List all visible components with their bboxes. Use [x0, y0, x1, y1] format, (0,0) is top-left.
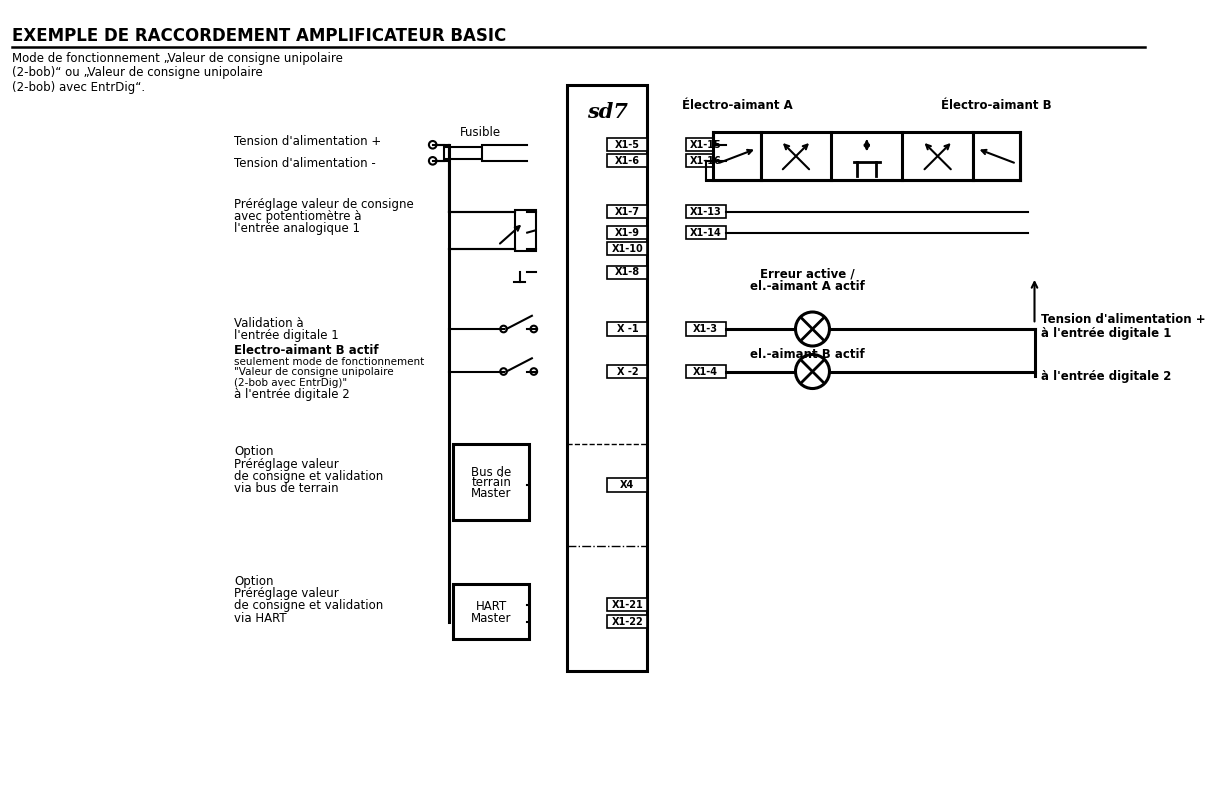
- Text: l'entrée analogique 1: l'entrée analogique 1: [234, 223, 360, 235]
- Text: Mode de fonctionnement „Valeur de consigne unipolaire: Mode de fonctionnement „Valeur de consig…: [12, 52, 343, 65]
- Text: X1-9: X1-9: [614, 227, 640, 238]
- Text: X1-8: X1-8: [614, 267, 640, 277]
- Text: via bus de terrain: via bus de terrain: [234, 483, 339, 495]
- Text: X1-6: X1-6: [614, 156, 640, 166]
- Text: Préréglage valeur: Préréglage valeur: [234, 587, 339, 600]
- Text: Électro-aimant A: Électro-aimant A: [682, 99, 792, 112]
- Bar: [685, 138, 726, 151]
- Bar: [607, 266, 647, 279]
- Text: à l'entrée digitale 1: à l'entrée digitale 1: [1042, 328, 1171, 340]
- Text: X1-3: X1-3: [693, 324, 718, 334]
- Text: X -2: X -2: [617, 366, 638, 377]
- Bar: [607, 615, 647, 629]
- Bar: [607, 365, 647, 378]
- Text: Validation à: Validation à: [234, 317, 304, 330]
- Bar: [760, 133, 973, 180]
- Text: el.-aimant A actif: el.-aimant A actif: [750, 280, 865, 293]
- Bar: [444, 146, 482, 159]
- Bar: [515, 210, 536, 250]
- Bar: [685, 154, 726, 168]
- Text: Tension d'alimentation +: Tension d'alimentation +: [234, 135, 382, 149]
- Bar: [685, 323, 726, 335]
- Bar: [607, 242, 647, 255]
- Text: l'entrée digitale 1: l'entrée digitale 1: [234, 329, 339, 342]
- Text: Electro-aimant B actif: Electro-aimant B actif: [234, 344, 379, 357]
- Text: X1-10: X1-10: [612, 244, 643, 254]
- Text: à l'entrée digitale 2: à l'entrée digitale 2: [1042, 370, 1171, 382]
- Text: "Valeur de consigne unipolaire: "Valeur de consigne unipolaire: [234, 367, 394, 378]
- Text: X -1: X -1: [617, 324, 638, 334]
- Text: X1-14: X1-14: [690, 227, 722, 238]
- Text: Master: Master: [471, 611, 512, 625]
- Text: Bus de: Bus de: [471, 466, 512, 479]
- Text: Option: Option: [234, 575, 274, 588]
- Text: X1-15: X1-15: [690, 140, 722, 149]
- Text: Master: Master: [471, 487, 512, 500]
- Bar: [607, 323, 647, 335]
- Bar: [685, 205, 726, 219]
- Text: X1-22: X1-22: [612, 617, 643, 627]
- Bar: [607, 599, 647, 611]
- Text: Fusible: Fusible: [460, 126, 502, 138]
- Bar: [607, 138, 647, 151]
- Text: Tension d'alimentation +: Tension d'alimentation +: [1042, 313, 1206, 326]
- Bar: [567, 85, 647, 671]
- Text: X4: X4: [621, 480, 634, 490]
- Text: (2-bob avec EntrDig)": (2-bob avec EntrDig)": [234, 378, 348, 388]
- Text: (2-bob) avec EntrDig“.: (2-bob) avec EntrDig“.: [12, 80, 146, 94]
- Text: X1-21: X1-21: [612, 600, 643, 610]
- Bar: [607, 205, 647, 219]
- Text: via HART: via HART: [234, 611, 286, 625]
- Text: X1-5: X1-5: [614, 140, 640, 149]
- Text: à l'entrée digitale 2: à l'entrée digitale 2: [234, 388, 350, 401]
- Text: terrain: terrain: [471, 476, 512, 490]
- Text: Préréglage valeur de consigne: Préréglage valeur de consigne: [234, 198, 414, 211]
- Text: X1-16: X1-16: [690, 156, 722, 166]
- Text: de consigne et validation: de consigne et validation: [234, 599, 383, 612]
- Text: HART: HART: [476, 600, 507, 613]
- Text: Électro-aimant B: Électro-aimant B: [941, 99, 1051, 112]
- Text: Erreur active /: Erreur active /: [760, 268, 856, 281]
- Text: X1-4: X1-4: [693, 366, 718, 377]
- Bar: [685, 365, 726, 378]
- Bar: [607, 154, 647, 168]
- Text: el.-aimant B actif: el.-aimant B actif: [750, 348, 865, 361]
- Text: Tension d'alimentation -: Tension d'alimentation -: [234, 157, 376, 170]
- Bar: [453, 444, 529, 520]
- Text: EXEMPLE DE RACCORDEMENT AMPLIFICATEUR BASIC: EXEMPLE DE RACCORDEMENT AMPLIFICATEUR BA…: [12, 27, 507, 45]
- Bar: [607, 479, 647, 491]
- Bar: [714, 133, 760, 180]
- Bar: [453, 584, 529, 639]
- Text: sd7: sd7: [586, 103, 628, 122]
- Text: seulement mode de fonctionnement: seulement mode de fonctionnement: [234, 357, 425, 367]
- Text: X1-7: X1-7: [614, 207, 640, 217]
- Text: Préréglage valeur: Préréglage valeur: [234, 458, 339, 471]
- Text: X1-13: X1-13: [690, 207, 722, 217]
- Text: Option: Option: [234, 445, 274, 459]
- Text: (2-bob)“ ou „Valeur de consigne unipolaire: (2-bob)“ ou „Valeur de consigne unipolai…: [12, 67, 263, 80]
- Bar: [607, 226, 647, 239]
- Text: avec potentiomètre à: avec potentiomètre à: [234, 210, 362, 223]
- Bar: [685, 226, 726, 239]
- Text: de consigne et validation: de consigne et validation: [234, 470, 383, 483]
- Bar: [973, 133, 1021, 180]
